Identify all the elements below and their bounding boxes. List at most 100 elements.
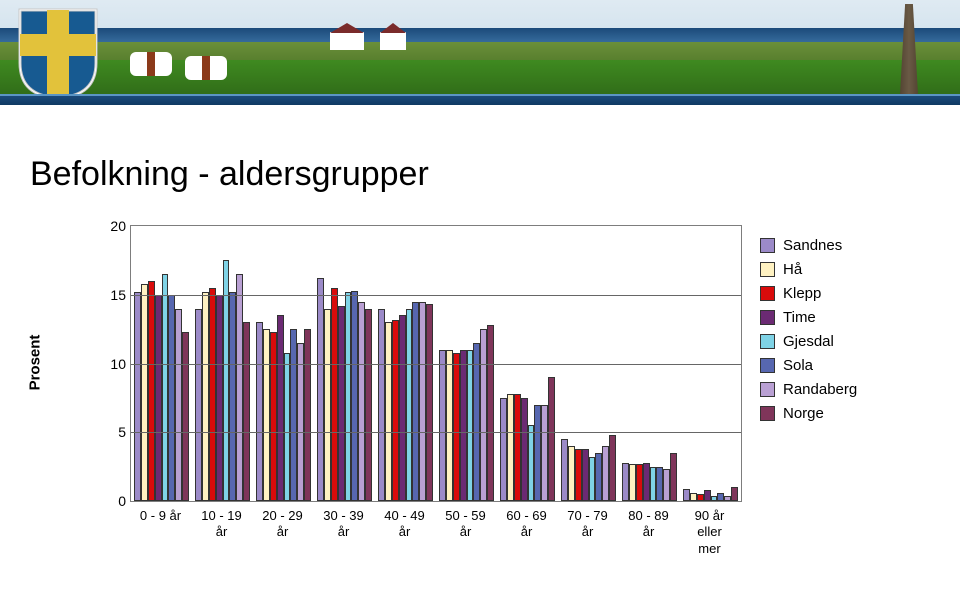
bar — [575, 449, 582, 501]
bar — [378, 309, 385, 502]
bar — [548, 377, 555, 501]
bar — [263, 329, 270, 501]
x-tick-label: 50 - 59 år — [435, 505, 496, 557]
y-tick-label: 5 — [101, 424, 126, 440]
bar — [582, 449, 589, 501]
bar — [317, 278, 324, 501]
bar — [460, 350, 467, 501]
bar — [528, 425, 535, 501]
bar — [650, 467, 657, 501]
bar — [168, 295, 175, 501]
legend-swatch — [760, 262, 775, 277]
legend-swatch — [760, 310, 775, 325]
x-tick-label: 10 - 19 år — [191, 505, 252, 557]
legend-item: Randaberg — [760, 381, 890, 398]
bar — [589, 457, 596, 501]
bar — [324, 309, 331, 502]
bar — [216, 295, 223, 501]
grid-line — [131, 364, 741, 365]
bar — [656, 467, 663, 501]
legend-swatch — [760, 238, 775, 253]
house-icon — [380, 32, 406, 50]
legend-label: Randaberg — [783, 381, 857, 398]
bar — [521, 398, 528, 501]
bar — [636, 464, 643, 501]
bar — [392, 320, 399, 502]
bar — [284, 353, 291, 502]
x-tick-label: 60 - 69 år — [496, 505, 557, 557]
bar — [602, 446, 609, 501]
x-tick-label: 90 år eller mer — [679, 505, 740, 557]
bar — [209, 288, 216, 501]
bar — [399, 315, 406, 501]
bar — [365, 309, 372, 502]
x-tick-label: 0 - 9 år — [130, 505, 191, 557]
page-title: Befolkning - aldersgrupper — [30, 155, 429, 194]
legend-label: Sola — [783, 357, 813, 374]
grid-line — [131, 295, 741, 296]
x-tick-label: 30 - 39 år — [313, 505, 374, 557]
legend-item: Gjesdal — [760, 333, 890, 350]
bar — [629, 464, 636, 501]
bar — [202, 292, 209, 501]
legend-swatch — [760, 358, 775, 373]
legend: SandnesHåKleppTimeGjesdalSolaRandabergNo… — [760, 230, 890, 429]
legend-label: Hå — [783, 261, 802, 278]
legend-label: Time — [783, 309, 816, 326]
legend-swatch — [760, 286, 775, 301]
bar — [243, 322, 250, 501]
bar — [155, 295, 162, 501]
bar — [480, 329, 487, 501]
legend-item: Time — [760, 309, 890, 326]
legend-label: Sandnes — [783, 237, 842, 254]
bar — [134, 292, 141, 501]
bar — [277, 315, 284, 501]
bar — [141, 284, 148, 501]
bar — [270, 332, 277, 501]
bar — [697, 494, 704, 501]
bar — [595, 453, 602, 501]
legend-item: Sola — [760, 357, 890, 374]
bar — [297, 343, 304, 501]
bar — [711, 496, 718, 502]
bar — [622, 463, 629, 502]
bar — [724, 496, 731, 502]
bar — [731, 487, 738, 501]
header-banner — [0, 0, 960, 105]
bar — [467, 350, 474, 501]
y-tick-label: 10 — [101, 356, 126, 372]
bar — [345, 292, 352, 501]
x-tick-label: 40 - 49 år — [374, 505, 435, 557]
bar — [704, 490, 711, 501]
bar — [385, 322, 392, 501]
bar — [717, 493, 724, 501]
bar — [439, 350, 446, 501]
bar — [690, 493, 697, 501]
legend-item: Hå — [760, 261, 890, 278]
x-tick-label: 70 - 79 år — [557, 505, 618, 557]
bar — [426, 304, 433, 501]
bar — [453, 353, 460, 502]
bar — [290, 329, 297, 501]
bar — [419, 302, 426, 501]
legend-label: Gjesdal — [783, 333, 834, 350]
bar — [195, 309, 202, 502]
bar — [162, 274, 169, 501]
legend-item: Sandnes — [760, 237, 890, 254]
bar — [541, 405, 548, 501]
bar — [175, 309, 182, 502]
bar — [609, 435, 616, 501]
grid-line — [131, 432, 741, 433]
bar — [487, 325, 494, 501]
bar — [534, 405, 541, 501]
bar — [148, 281, 155, 501]
bar — [500, 398, 507, 501]
municipal-shield-icon — [18, 8, 98, 100]
bar — [351, 291, 358, 501]
cow-icon — [185, 56, 227, 80]
legend-swatch — [760, 406, 775, 421]
bar — [338, 306, 345, 501]
bar — [236, 274, 243, 501]
legend-label: Norge — [783, 405, 824, 422]
bar — [304, 329, 311, 501]
